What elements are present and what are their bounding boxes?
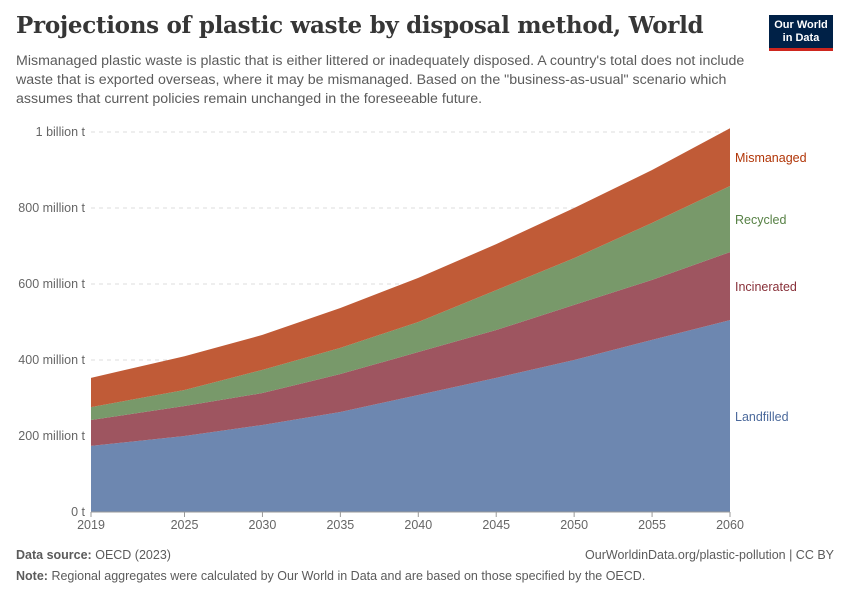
y-tick-label: 600 million t — [18, 277, 85, 291]
x-tick-label: 2055 — [638, 518, 666, 532]
x-tick-label: 2050 — [560, 518, 588, 532]
y-tick-label: 0 t — [71, 505, 85, 519]
x-tick-label: 2035 — [326, 518, 354, 532]
chart-title: Projections of plastic waste by disposal… — [16, 12, 704, 39]
source-url[interactable]: OurWorldinData.org/plastic-pollution | C… — [585, 548, 834, 562]
series-label-recycled: Recycled — [735, 213, 786, 227]
series-label-incinerated: Incinerated — [735, 280, 797, 294]
chart-subtitle: Mismanaged plastic waste is plastic that… — [16, 53, 745, 107]
y-tick-label: 800 million t — [18, 201, 85, 215]
note: Note: Regional aggregates were calculate… — [16, 569, 645, 583]
x-tick-label: 2030 — [249, 518, 277, 532]
x-tick-label: 2060 — [716, 518, 744, 532]
area-mismanaged — [91, 128, 730, 408]
y-tick-label: 200 million t — [18, 429, 85, 443]
x-tick-label: 2045 — [482, 518, 510, 532]
series-label-mismanaged: Mismanaged — [735, 151, 807, 165]
area-landfilled — [91, 320, 730, 512]
note-text: Regional aggregates were calculated by O… — [51, 569, 646, 583]
source-text[interactable]: OECD (2023) — [95, 548, 171, 562]
owid-logo[interactable]: Our World in Data — [769, 15, 833, 51]
data-source: Data source: OECD (2023) — [16, 548, 171, 562]
area-recycled — [91, 185, 730, 421]
area-incinerated — [91, 252, 730, 446]
source-label: Data source: — [16, 548, 92, 562]
x-tick-label: 2019 — [77, 518, 105, 532]
x-tick-label: 2025 — [171, 518, 199, 532]
y-tick-label: 400 million t — [18, 353, 85, 367]
series-label-landfilled: Landfilled — [735, 410, 789, 424]
note-label: Note: — [16, 569, 48, 583]
x-tick-label: 2040 — [404, 518, 432, 532]
y-tick-label: 1 billion t — [36, 125, 86, 139]
